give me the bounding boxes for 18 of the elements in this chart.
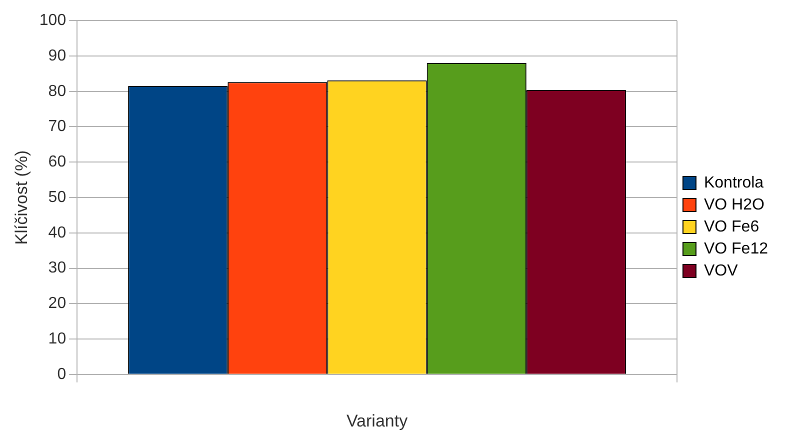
x-axis-title: Varianty	[346, 411, 408, 430]
y-tick-label: 0	[57, 366, 66, 383]
y-tick-label: 70	[48, 118, 66, 136]
y-tick-label: 20	[48, 295, 66, 312]
y-axis-title: Klíčivost (%)	[12, 150, 31, 245]
y-tick-label: 100	[39, 12, 66, 30]
y-tick-label: 80	[48, 82, 66, 100]
y-tick-label: 50	[48, 188, 66, 206]
legend-label: Kontrola	[704, 174, 764, 192]
y-tick-label: 10	[48, 330, 66, 348]
legend-label: VO Fe6	[704, 218, 760, 236]
legend-label: VOV	[704, 262, 738, 280]
legend-label: VO Fe12	[704, 240, 768, 258]
y-tick-label: 40	[48, 224, 66, 242]
y-tick-label: 90	[48, 47, 66, 64]
y-tick-label: 60	[48, 154, 66, 171]
y-tick-label: 30	[48, 260, 66, 277]
legend-label: VO H2O	[704, 196, 764, 214]
